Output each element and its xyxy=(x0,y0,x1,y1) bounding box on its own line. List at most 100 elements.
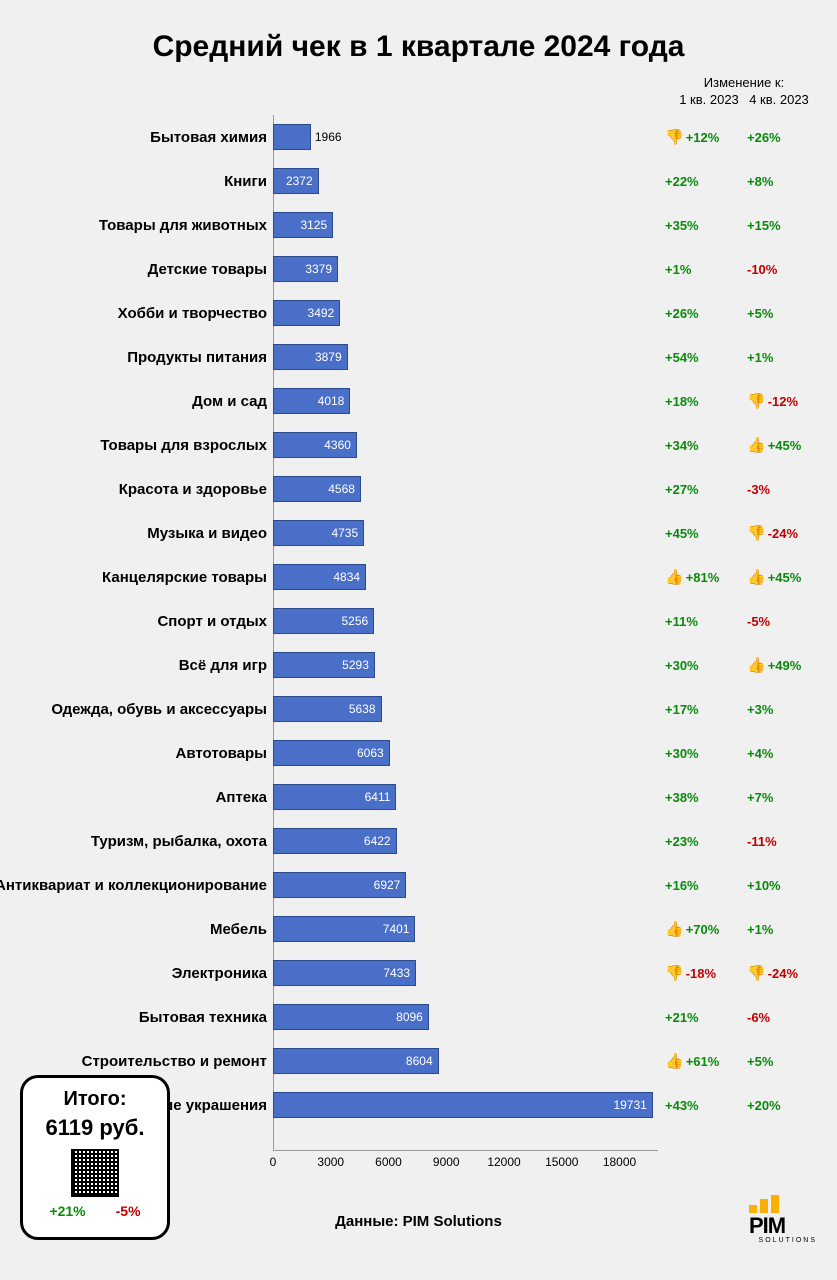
bar-zone: 19731 xyxy=(273,1092,658,1118)
change-q1-2023: +34% xyxy=(665,438,747,453)
bar-zone: 5293 xyxy=(273,652,658,678)
bar-value: 5293 xyxy=(342,658,369,672)
change-q4-2023: +10% xyxy=(747,878,829,893)
category-label: Детские товары xyxy=(148,261,267,278)
bar-zone: 3125 xyxy=(273,212,658,238)
change-header-top: Изменение к: xyxy=(679,75,809,92)
change-columns: +35%+15% xyxy=(665,211,830,239)
category-label: Спорт и отдых xyxy=(157,613,267,630)
bar-value: 5638 xyxy=(349,702,376,716)
bar-value: 7433 xyxy=(383,966,410,980)
change-value: +43% xyxy=(665,1098,699,1113)
bar: 4735 xyxy=(273,520,364,546)
bar-value: 6422 xyxy=(364,834,391,848)
chart-row: Товары для животных3125+35%+15% xyxy=(0,211,837,239)
bar: 3379 xyxy=(273,256,338,282)
change-q4-2023: -11% xyxy=(747,834,829,849)
change-q4-2023: 👍+45% xyxy=(747,436,829,454)
bar-value: 4018 xyxy=(318,394,345,408)
change-value: +18% xyxy=(665,394,699,409)
bar-value: 6411 xyxy=(365,790,391,804)
change-columns: +17%+3% xyxy=(665,695,830,723)
thumbs-up-icon: 👍 xyxy=(747,568,766,586)
change-value: +12% xyxy=(686,130,720,145)
change-value: +17% xyxy=(665,702,699,717)
change-value: +21% xyxy=(665,1010,699,1025)
chart-row: Музыка и видео4735+45%👎-24% xyxy=(0,519,837,547)
thumbs-down-icon: 👎 xyxy=(747,524,766,542)
x-tick: 6000 xyxy=(375,1155,402,1169)
change-value: +26% xyxy=(665,306,699,321)
bar-zone: 4735 xyxy=(273,520,658,546)
bar-zone: 7433 xyxy=(273,960,658,986)
change-q1-2023: +30% xyxy=(665,658,747,673)
qr-code xyxy=(71,1149,119,1197)
bar: 7401 xyxy=(273,916,415,942)
bar-zone: 4018 xyxy=(273,388,658,414)
change-q1-2023: 👍+70% xyxy=(665,920,747,938)
change-columns: 👍+61%+5% xyxy=(665,1047,830,1075)
change-columns: 👎+12%+26% xyxy=(665,123,830,151)
change-q4-2023: -5% xyxy=(747,614,829,629)
bar-zone: 5638 xyxy=(273,696,658,722)
logo-text: PIM xyxy=(749,1215,817,1237)
bar: 4568 xyxy=(273,476,361,502)
category-label: Бытовая химия xyxy=(150,129,267,146)
bar: 6063 xyxy=(273,740,390,766)
bar: 6411 xyxy=(273,784,396,810)
change-columns: +30%+4% xyxy=(665,739,830,767)
x-tick: 12000 xyxy=(487,1155,520,1169)
change-q1-2023: +35% xyxy=(665,218,747,233)
chart-row: Аптека6411+38%+7% xyxy=(0,783,837,811)
change-q1-2023: +26% xyxy=(665,306,747,321)
category-label: Антиквариат и коллекционирование xyxy=(0,877,267,894)
change-value: +45% xyxy=(665,526,699,541)
bar-value: 4834 xyxy=(333,570,360,584)
logo: PIM SOLUTIONS xyxy=(749,1195,817,1250)
thumbs-up-icon: 👍 xyxy=(665,568,684,586)
category-label: Туризм, рыбалка, охота xyxy=(91,833,267,850)
bar-zone: 4834 xyxy=(273,564,658,590)
change-value: +35% xyxy=(665,218,699,233)
change-value: -6% xyxy=(747,1010,770,1025)
bar: 3879 xyxy=(273,344,348,370)
chart-row: Спорт и отдых5256+11%-5% xyxy=(0,607,837,635)
change-q1-2023: +16% xyxy=(665,878,747,893)
change-q1-2023: +21% xyxy=(665,1010,747,1025)
bar-value: 4360 xyxy=(324,438,351,452)
change-value: +10% xyxy=(747,878,781,893)
change-q1-2023: +18% xyxy=(665,394,747,409)
category-label: Мебель xyxy=(210,921,267,938)
bar-zone: 4568 xyxy=(273,476,658,502)
x-tick: 15000 xyxy=(545,1155,578,1169)
bar: 5293 xyxy=(273,652,375,678)
thumbs-up-icon: 👍 xyxy=(747,436,766,454)
change-q4-2023: 👎-24% xyxy=(747,964,829,982)
bar: 3125 xyxy=(273,212,333,238)
bar-value: 3492 xyxy=(308,306,335,320)
category-label: Книги xyxy=(224,173,267,190)
change-q1-2023: 👍+81% xyxy=(665,568,747,586)
change-value: +61% xyxy=(686,1054,720,1069)
bar-value: 4735 xyxy=(331,526,358,540)
chart-row: Бытовая химия1966👎+12%+26% xyxy=(0,123,837,151)
chart-row: Электроника7433👎-18%👎-24% xyxy=(0,959,837,987)
change-value: +23% xyxy=(665,834,699,849)
change-columns: +30%👍+49% xyxy=(665,651,830,679)
bar-zone: 6063 xyxy=(273,740,658,766)
bar-zone: 3879 xyxy=(273,344,658,370)
chart-title: Средний чек в 1 квартале 2024 года xyxy=(0,0,837,64)
chart-row: Хобби и творчество3492+26%+5% xyxy=(0,299,837,327)
bar-value: 19731 xyxy=(613,1098,646,1112)
category-label: Одежда, обувь и аксессуары xyxy=(51,701,267,718)
change-q4-2023: +5% xyxy=(747,1054,829,1069)
chart-area: 0300060009000120001500018000 Бытовая хим… xyxy=(0,115,837,1175)
change-columns: +26%+5% xyxy=(665,299,830,327)
bar: 5638 xyxy=(273,696,382,722)
chart-row: Книги2372+22%+8% xyxy=(0,167,837,195)
bar: 6927 xyxy=(273,872,406,898)
change-q1-2023: +27% xyxy=(665,482,747,497)
change-value: -18% xyxy=(686,966,716,981)
total-amount: 6119 руб. xyxy=(33,1115,157,1141)
x-tick: 9000 xyxy=(433,1155,460,1169)
